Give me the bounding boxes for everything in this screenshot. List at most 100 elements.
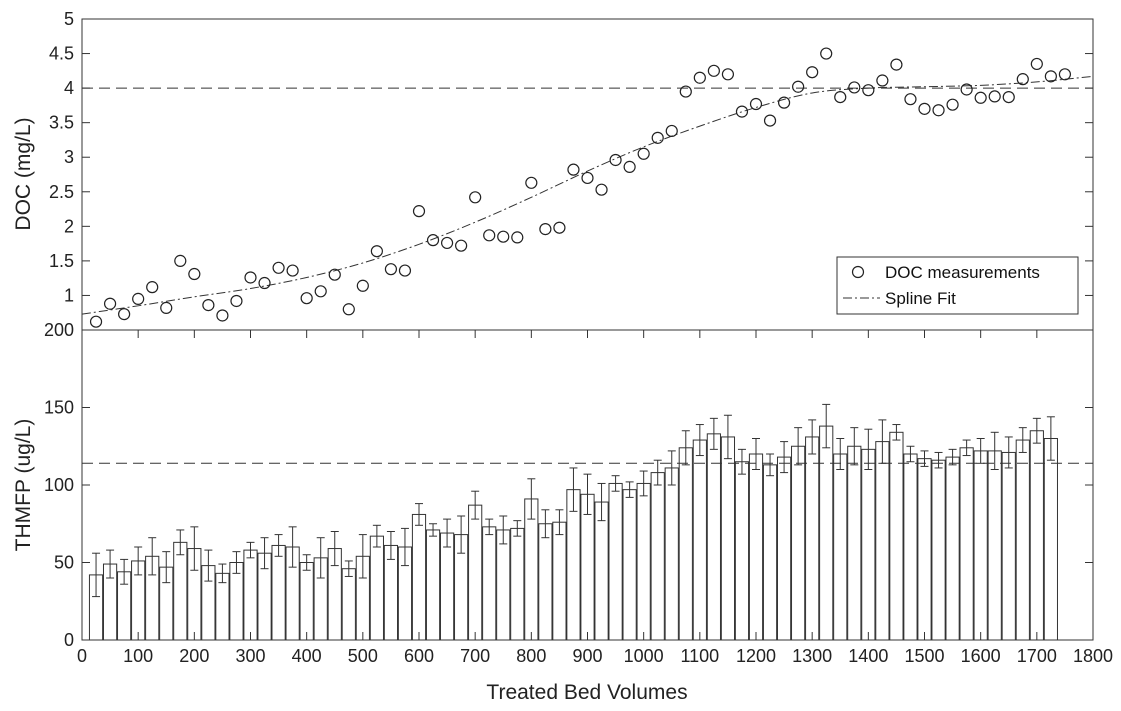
thmfp-bars [88, 425, 1058, 641]
doc-point [398, 264, 412, 277]
doc-point [623, 160, 636, 173]
doc-point [665, 124, 678, 138]
thmfp-y-tick-label: 200 [44, 320, 74, 340]
x-tick-label: 300 [235, 646, 265, 666]
thmfp-bar [819, 425, 834, 641]
thmfp-bar [524, 498, 539, 641]
thmfp-bar [945, 456, 960, 641]
doc-point [1030, 57, 1043, 71]
doc-point [763, 114, 777, 127]
doc-point [988, 90, 1001, 103]
thmfp-bar [1043, 438, 1058, 641]
doc-point [679, 85, 692, 98]
doc-point [946, 98, 959, 111]
thmfp-bar [215, 572, 230, 641]
doc-point [806, 66, 819, 79]
x-tick-label: 1000 [624, 646, 664, 666]
doc-point [160, 301, 173, 314]
thmfp-y-tick-label: 50 [54, 553, 74, 573]
thmfp-bar [271, 544, 286, 641]
thmfp-bar [861, 448, 876, 641]
thmfp-bar [678, 447, 693, 641]
doc-point [595, 183, 608, 196]
doc-point [132, 292, 145, 305]
doc-point [384, 263, 398, 276]
x-tick-label: 200 [179, 646, 209, 666]
doc-point [848, 81, 861, 94]
x-tick-label: 1600 [961, 646, 1001, 666]
doc-point [918, 102, 931, 115]
x-tick-label: 500 [348, 646, 378, 666]
doc-point [469, 191, 482, 204]
doc-point [581, 171, 594, 185]
doc-measurement-points [89, 47, 1072, 328]
doc-point [777, 96, 791, 109]
doc-y-tick-label: 4.5 [49, 44, 74, 64]
thmfp-bar [734, 461, 750, 641]
doc-point [230, 294, 243, 308]
x-tick-label: 1100 [680, 646, 719, 666]
thmfp-bar [243, 549, 258, 641]
doc-point [511, 231, 524, 244]
thmfp-bar [496, 529, 511, 641]
doc-point [146, 281, 159, 294]
doc-point [735, 105, 749, 118]
doc-point [749, 97, 763, 111]
thmfp-bar [973, 450, 988, 641]
doc-point [890, 58, 903, 71]
thmfp-bar [341, 568, 356, 641]
thmfp-bar [299, 562, 314, 641]
thmfp-bar [580, 493, 595, 641]
doc-point [174, 254, 187, 267]
thmfp-bar [987, 450, 1002, 641]
x-tick-label: 1400 [848, 646, 888, 666]
doc-point [440, 236, 454, 250]
doc-point [820, 47, 833, 60]
thmfp-bar [173, 541, 188, 641]
doc-point [216, 309, 229, 322]
doc-point [834, 90, 847, 104]
doc-point [455, 239, 468, 252]
doc-point [862, 84, 875, 97]
x-tick-label: 600 [404, 646, 434, 666]
spline-fit-line [81, 75, 1094, 315]
x-tick-label: 700 [460, 646, 490, 666]
doc-point [118, 308, 131, 321]
doc-y-tick-label: 3 [64, 147, 74, 167]
doc-point [567, 163, 580, 176]
thmfp-bar [229, 562, 244, 641]
doc-point [792, 80, 805, 93]
thmfp-bar [636, 482, 651, 641]
thmfp-bar [1015, 439, 1030, 641]
doc-point [426, 234, 440, 247]
x-axis-title: Treated Bed Volumes [486, 681, 687, 704]
thmfp-bar [566, 489, 581, 641]
thmfp-bar [552, 521, 567, 641]
doc-point [1002, 90, 1015, 104]
thmfp-bar [369, 535, 384, 641]
doc-point [1058, 68, 1072, 81]
legend-label-doc-measurements: DOC measurements [885, 263, 1040, 282]
doc-point [637, 147, 650, 160]
x-tick-label: 1500 [904, 646, 944, 666]
thmfp-y-ticks: 0 50 100 150 200 [44, 320, 1093, 650]
doc-point [314, 285, 327, 298]
doc-point [286, 264, 299, 277]
thmfp-y-tick-label: 150 [44, 398, 74, 418]
thmfp-error-bars [92, 403, 1055, 598]
doc-point [483, 229, 496, 242]
doc-point [258, 276, 271, 290]
thmfp-bar [425, 529, 441, 641]
doc-point [651, 131, 664, 144]
thmfp-y-tick-label: 0 [64, 630, 74, 650]
thmfp-bar [776, 456, 792, 641]
thmfp-chart-panel: 0 50 100 150 200 0 100 200 300 400 500 600 700 800 90… [12, 320, 1113, 704]
thmfp-bar [650, 472, 665, 641]
doc-point [272, 261, 285, 274]
doc-point [721, 68, 735, 81]
thmfp-bar [791, 445, 806, 641]
thmfp-bar [608, 482, 623, 641]
doc-y-tick-label: 1 [64, 285, 74, 305]
doc-point [960, 83, 973, 96]
thmfp-bar [720, 436, 736, 641]
